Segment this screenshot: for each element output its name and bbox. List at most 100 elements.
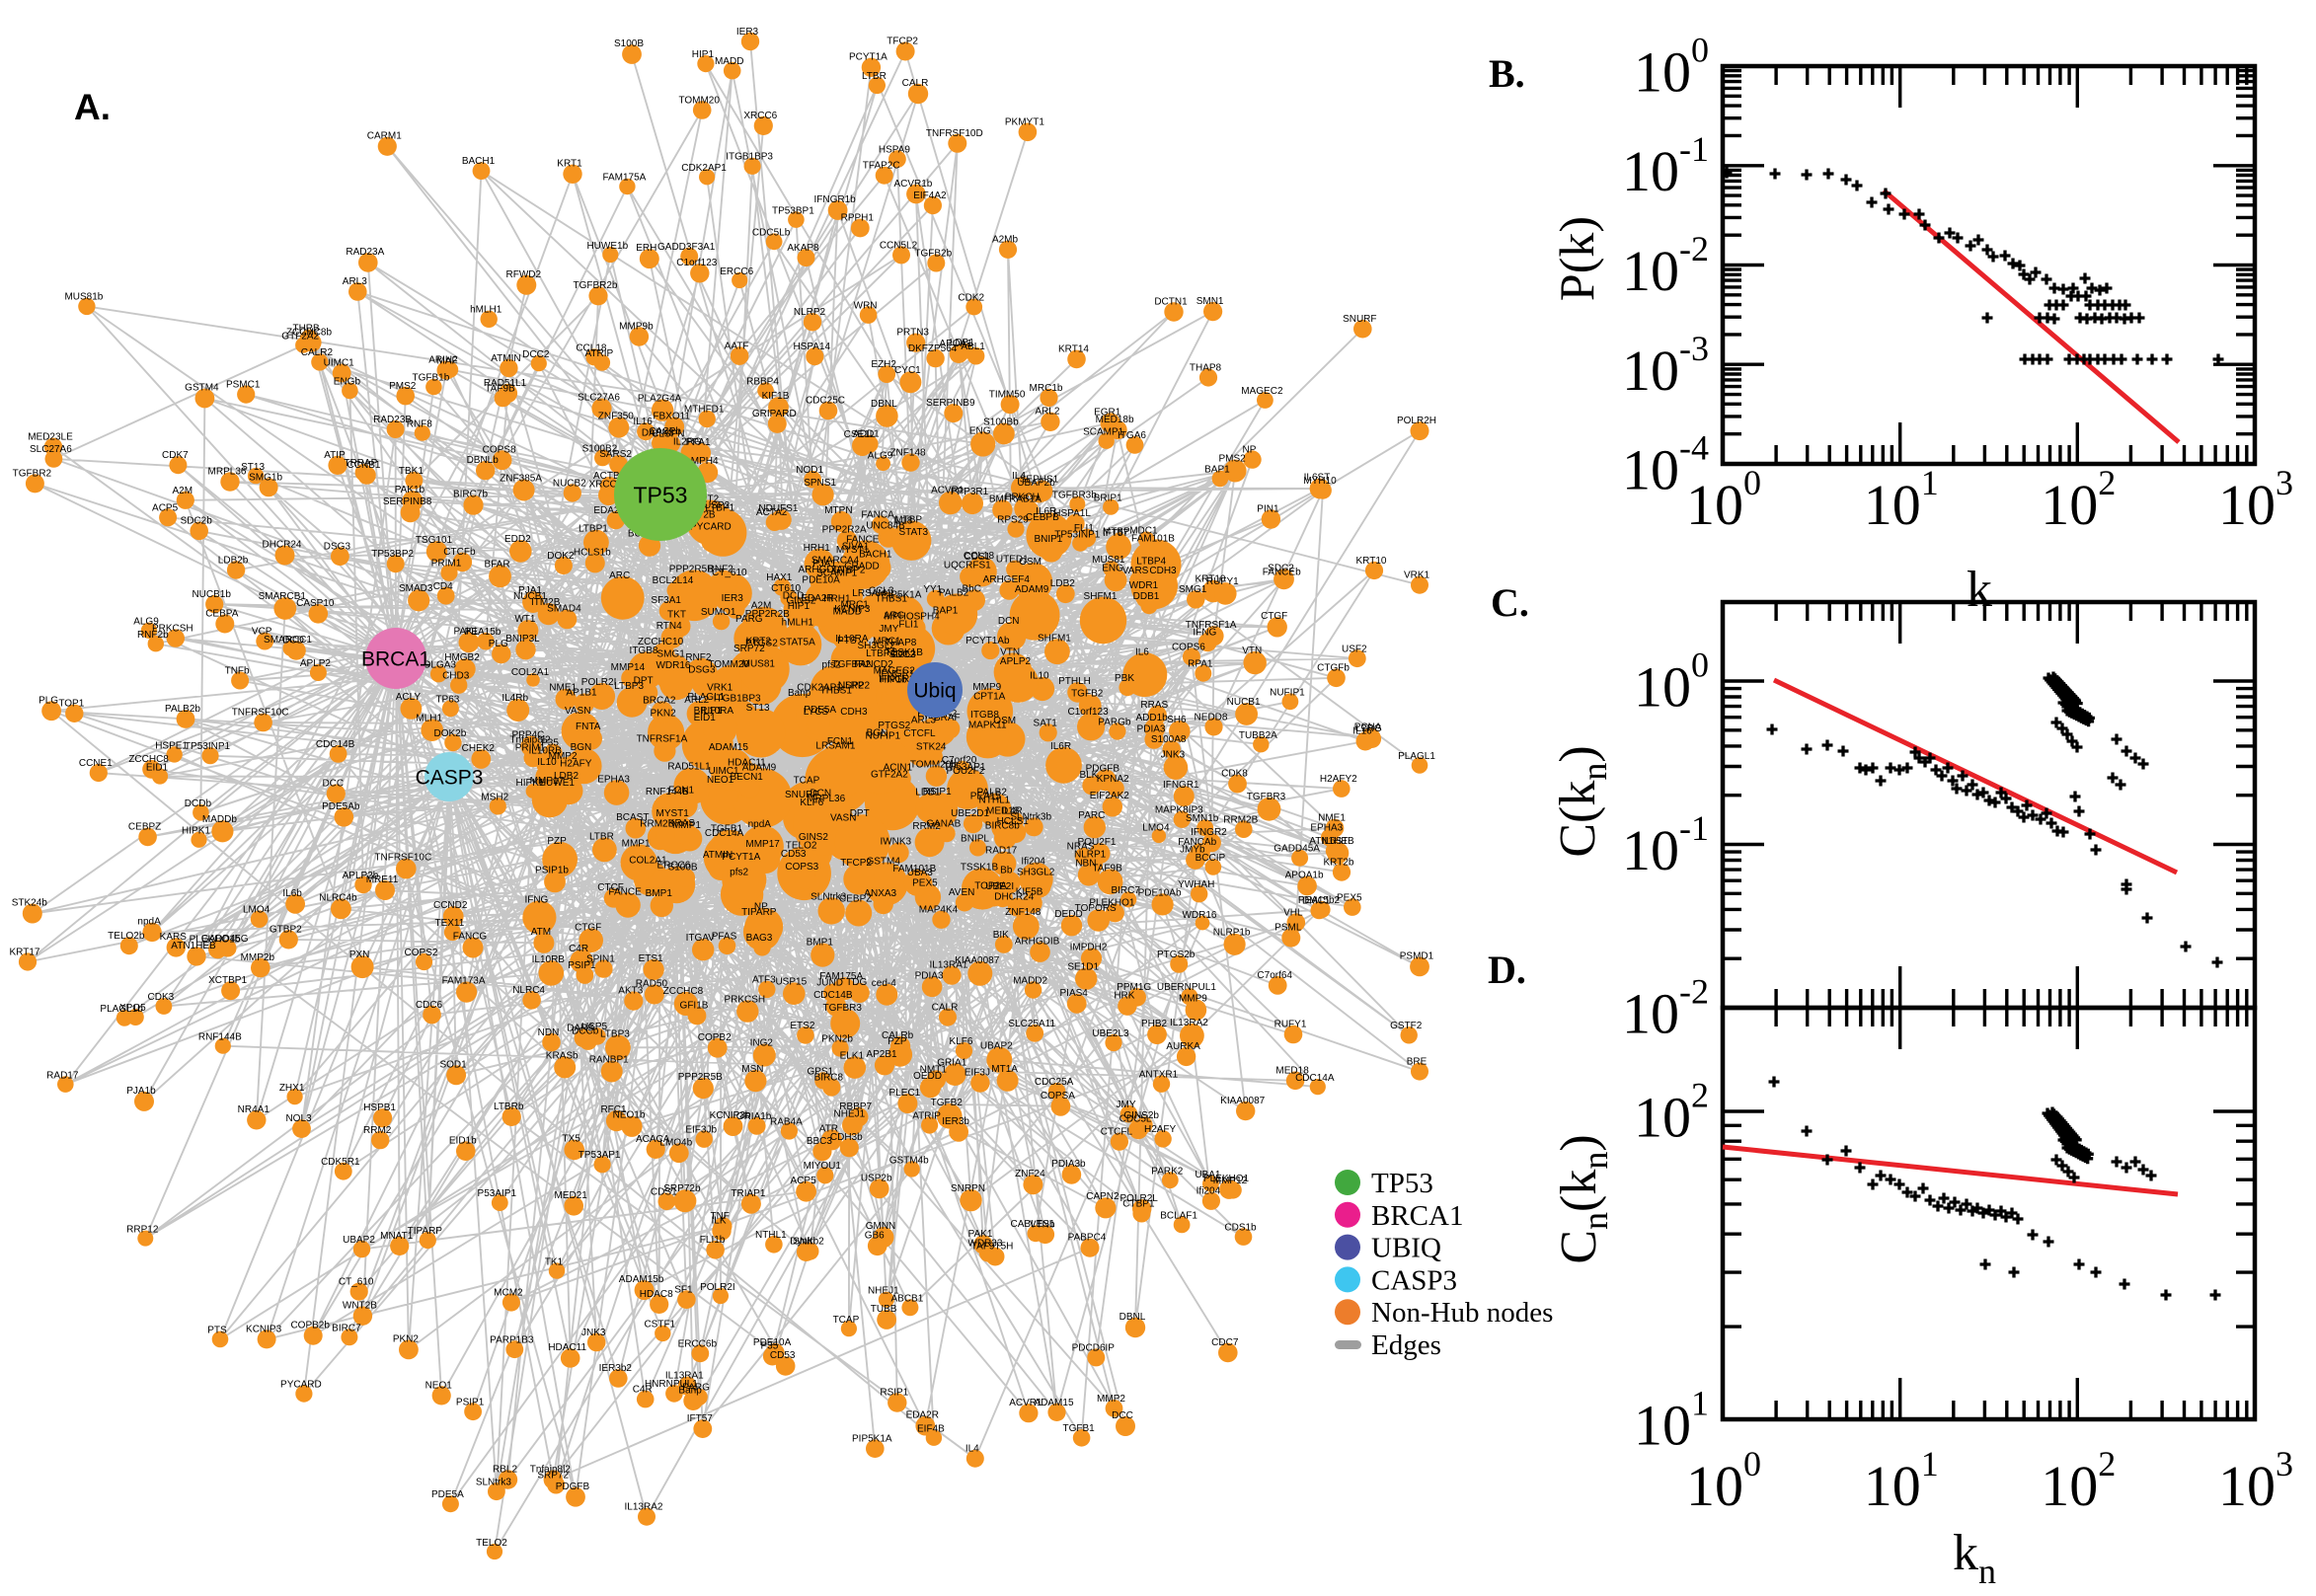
svg-text:ELK1: ELK1: [840, 1050, 865, 1061]
svg-text:HAX1: HAX1: [766, 572, 793, 583]
svg-text:SRP72: SRP72: [537, 1471, 569, 1482]
svg-text:CCL3: CCL3: [890, 649, 916, 660]
svg-text:BECN1: BECN1: [731, 772, 764, 783]
svg-text:MED18b: MED18b: [1096, 415, 1134, 425]
svg-text:TFCP2: TFCP2: [840, 858, 872, 869]
svg-text:TIMM50: TIMM50: [989, 389, 1026, 400]
svg-text:RAD23A: RAD23A: [346, 247, 384, 258]
svg-text:SNURF: SNURF: [1343, 314, 1376, 325]
svg-text:MSH2: MSH2: [481, 792, 508, 802]
svg-text:A2M: A2M: [173, 486, 193, 496]
svg-text:FANCG: FANCG: [453, 932, 488, 943]
svg-text:SLNtrk3: SLNtrk3: [476, 1477, 512, 1487]
svg-text:SARS2: SARS2: [599, 449, 632, 460]
svg-text:LDB2b: LDB2b: [218, 555, 249, 566]
svg-text:MPHOSPH4: MPHOSPH4: [885, 611, 941, 622]
svg-text:WDR16: WDR16: [656, 660, 690, 671]
svg-text:PTS: PTS: [207, 1326, 227, 1336]
svg-text:NLRP2: NLRP2: [838, 681, 871, 692]
svg-text:DEDD: DEDD: [1054, 909, 1082, 920]
svg-text:SPNS1: SPNS1: [804, 478, 836, 489]
svg-text:TP53AP1: TP53AP1: [579, 1150, 621, 1161]
svg-text:ITGB8: ITGB8: [970, 710, 999, 721]
svg-text:TAF9B: TAF9B: [1092, 863, 1122, 874]
svg-text:SMG1: SMG1: [1179, 584, 1207, 595]
svg-text:BRCA1: BRCA1: [361, 648, 430, 671]
svg-text:TOP2A: TOP2A: [974, 880, 1007, 891]
svg-text:CDK2AP1: CDK2AP1: [797, 683, 842, 694]
svg-text:IFNGR1b: IFNGR1b: [813, 194, 856, 205]
svg-text:FNTA: FNTA: [576, 722, 601, 732]
svg-text:RNF8: RNF8: [407, 419, 433, 430]
svg-text:PARC: PARC: [1078, 810, 1105, 821]
svg-text:PBK: PBK: [1115, 673, 1134, 684]
svg-text:PLAGL1b: PLAGL1b: [100, 1004, 143, 1015]
svg-text:MMP2b: MMP2b: [241, 952, 275, 963]
svg-text:TNFRSF10C: TNFRSF10C: [232, 708, 289, 719]
svg-text:LRSAM1: LRSAM1: [815, 740, 855, 751]
svg-text:NUCB1: NUCB1: [513, 591, 547, 602]
svg-text:BMF: BMF: [989, 494, 1010, 504]
svg-text:TSSK1B: TSSK1B: [886, 647, 924, 658]
svg-text:DCD: DCD: [783, 590, 805, 601]
svg-text:YY1: YY1: [923, 584, 942, 595]
svg-text:Bb: Bb: [1000, 866, 1013, 876]
svg-text:hMLH1: hMLH1: [782, 617, 814, 628]
svg-text:IL13RA2: IL13RA2: [625, 1502, 663, 1513]
svg-text:ATMIN: ATMIN: [491, 353, 520, 364]
svg-text:BbC: BbC: [962, 583, 980, 594]
svg-text:CASP10: CASP10: [296, 598, 335, 609]
svg-text:ITGAV: ITGAV: [686, 933, 716, 944]
svg-text:CTCFb: CTCFb: [443, 547, 476, 558]
svg-text:PEX5: PEX5: [912, 878, 938, 889]
svg-text:ATF3: ATF3: [752, 975, 776, 986]
svg-text:IER3b2: IER3b2: [599, 1363, 633, 1374]
svg-text:pfs2: pfs2: [822, 659, 841, 670]
svg-text:KRASb: KRASb: [546, 1050, 579, 1061]
svg-text:SF3A1: SF3A1: [651, 595, 681, 606]
svg-text:GADD3F3A1: GADD3F3A1: [657, 242, 716, 253]
svg-text:ATRIP: ATRIP: [584, 348, 613, 359]
svg-text:IL6ST: IL6ST: [1304, 473, 1331, 484]
svg-text:ZHX1: ZHX1: [279, 1083, 305, 1094]
svg-text:S100A8: S100A8: [1151, 734, 1187, 745]
svg-text:RFWD2: RFWD2: [506, 269, 542, 280]
svg-text:ITGB1BP3: ITGB1BP3: [726, 152, 773, 163]
svg-text:DCD: DCD: [282, 635, 304, 646]
svg-text:HIP1b: HIP1b: [880, 674, 907, 685]
svg-text:ZNF148: ZNF148: [889, 447, 926, 458]
svg-text:EDA2Rb: EDA2Rb: [593, 505, 632, 516]
svg-text:EPHA3: EPHA3: [597, 774, 630, 785]
svg-text:RNF2: RNF2: [685, 652, 712, 663]
svg-text:SMAD4: SMAD4: [547, 604, 581, 615]
svg-text:NRAS: NRAS: [1067, 842, 1095, 853]
svg-text:HRH1: HRH1: [804, 543, 831, 554]
svg-text:PKN2b: PKN2b: [821, 1034, 853, 1045]
svg-text:NP: NP: [1243, 444, 1257, 455]
svg-text:Banp: Banp: [678, 1385, 702, 1396]
svg-text:TP53: TP53: [1371, 1168, 1433, 1199]
svg-text:RNF2b: RNF2b: [137, 630, 169, 641]
svg-text:HNRNPUL1: HNRNPUL1: [645, 1379, 698, 1390]
svg-text:CDK2: CDK2: [958, 293, 984, 304]
svg-text:MYST1: MYST1: [656, 808, 690, 819]
svg-text:FCN1: FCN1: [827, 736, 854, 747]
svg-text:BCL2L14: BCL2L14: [653, 575, 694, 586]
svg-text:Tnfaip8l2: Tnfaip8l2: [509, 735, 551, 746]
svg-text:MRC1: MRC1: [841, 599, 870, 610]
svg-text:ETS2: ETS2: [790, 1021, 814, 1031]
svg-text:CASPb: CASPb: [649, 426, 681, 437]
svg-text:TOPORS: TOPORS: [1075, 903, 1117, 914]
svg-text:MTHFD1: MTHFD1: [684, 405, 725, 416]
svg-text:HRH1: HRH1: [823, 594, 851, 605]
svg-text:KIF5B: KIF5B: [1016, 887, 1043, 898]
svg-text:PTGS2b: PTGS2b: [1157, 950, 1196, 960]
svg-text:SCAMP1: SCAMP1: [1083, 426, 1124, 437]
svg-text:KRT2: KRT2: [746, 637, 772, 647]
svg-text:CDC5Lb: CDC5Lb: [752, 227, 791, 238]
svg-text:SLNtrk3: SLNtrk3: [811, 891, 847, 902]
svg-text:TIPARP: TIPARP: [741, 907, 777, 918]
svg-text:KRT1: KRT1: [557, 159, 582, 170]
svg-text:C1orf123: C1orf123: [1068, 707, 1110, 718]
svg-text:BIRC7: BIRC7: [1111, 885, 1140, 896]
